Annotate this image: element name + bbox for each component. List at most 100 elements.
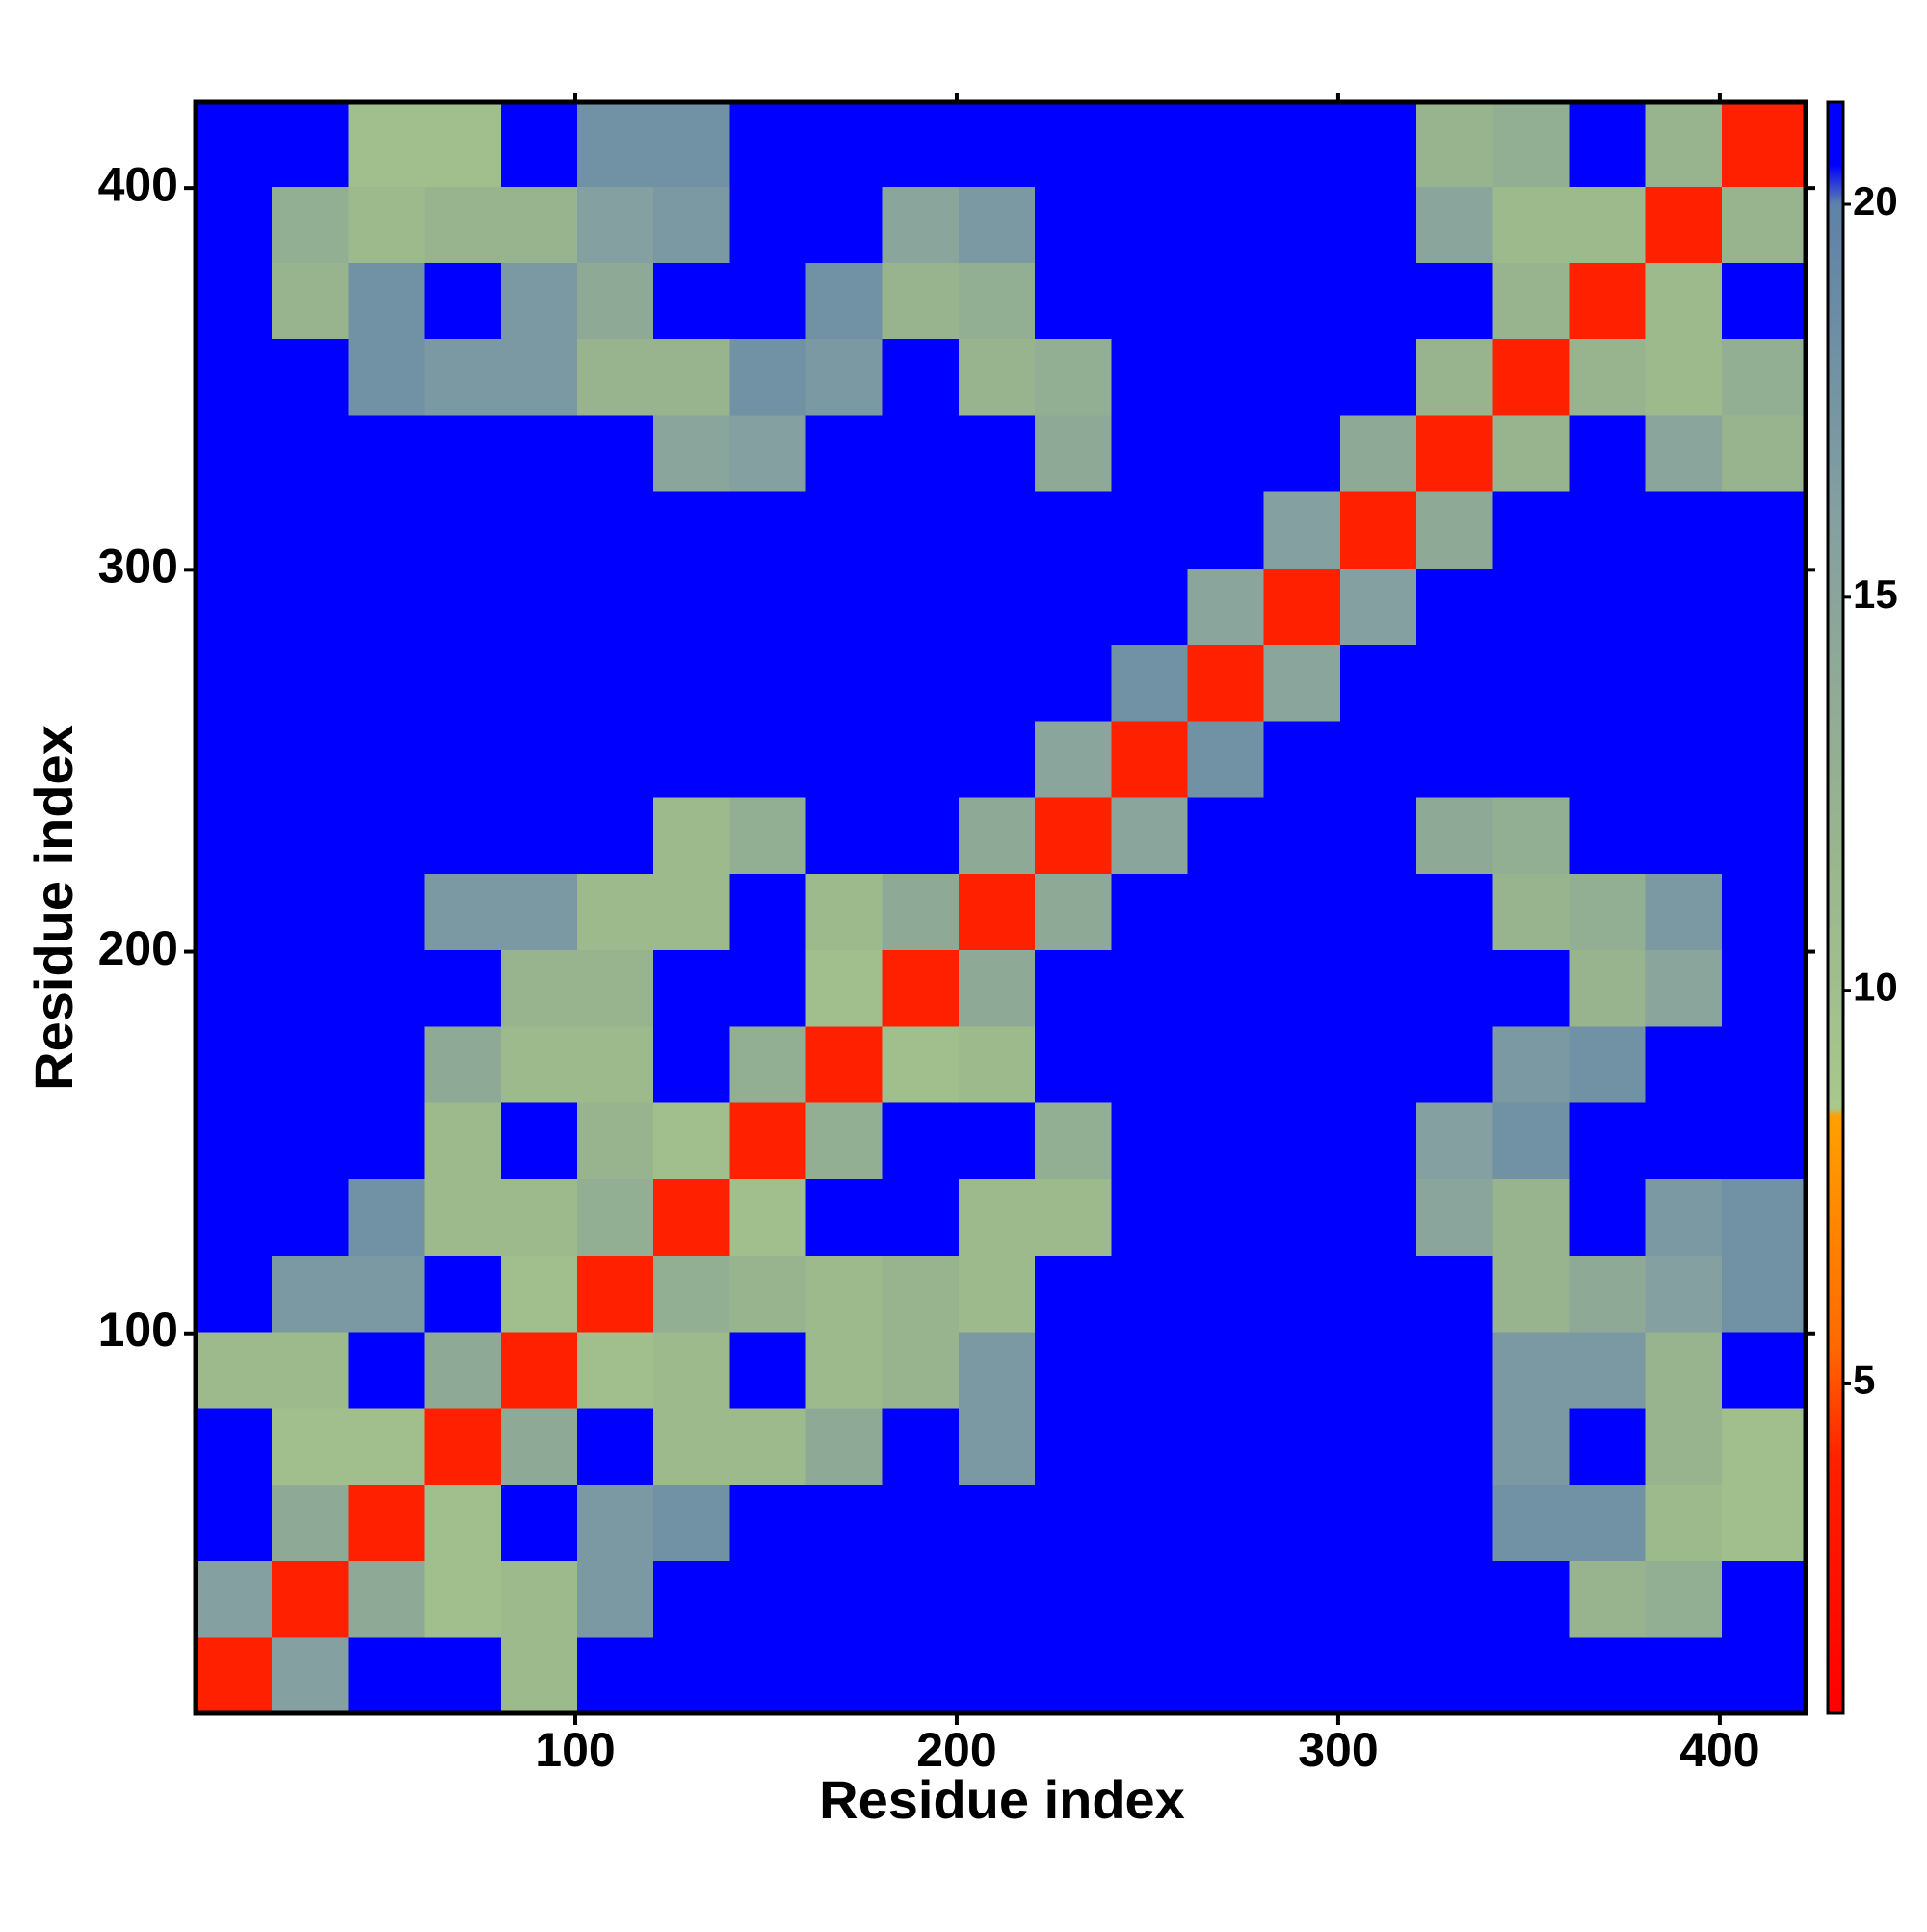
heatmap-cell xyxy=(1645,720,1723,798)
heatmap-cell xyxy=(348,1255,426,1333)
heatmap-cell xyxy=(1645,1560,1723,1638)
heatmap-cell xyxy=(1111,1255,1189,1333)
heatmap-cell xyxy=(1416,873,1493,951)
heatmap-cell xyxy=(1187,338,1265,416)
heatmap-cell xyxy=(805,338,884,416)
heatmap-cell xyxy=(272,873,349,951)
heatmap-cell xyxy=(653,1636,730,1714)
heatmap-cell xyxy=(424,1484,502,1562)
heatmap-cell xyxy=(1569,1255,1647,1333)
heatmap-cell xyxy=(882,1178,960,1257)
heatmap-cell xyxy=(500,949,578,1027)
heatmap-cell xyxy=(1721,1560,1807,1638)
heatmap-cell xyxy=(1263,186,1341,264)
heatmap-cell xyxy=(1339,1560,1417,1638)
heatmap-cell xyxy=(272,186,349,264)
heatmap-cell xyxy=(424,568,502,646)
heatmap-cell xyxy=(1492,1178,1571,1257)
heatmap-cell xyxy=(424,873,502,951)
heatmap-cell xyxy=(653,338,730,416)
heatmap-cell xyxy=(1339,102,1417,187)
heatmap-cell xyxy=(805,1484,884,1562)
heatmap-cell xyxy=(1492,186,1571,264)
heatmap-cell xyxy=(958,797,1036,874)
heatmap-cell xyxy=(729,1636,807,1714)
heatmap-cell xyxy=(1035,102,1112,187)
heatmap-cell xyxy=(272,1178,349,1257)
heatmap-cell xyxy=(348,1560,426,1638)
heatmap-cell xyxy=(882,414,960,492)
heatmap-cell xyxy=(1569,644,1647,722)
heatmap-cell xyxy=(1569,414,1647,492)
heatmap-cell xyxy=(1111,873,1189,951)
heatmap-cell xyxy=(1339,1484,1417,1562)
heatmap-cell xyxy=(1339,873,1417,951)
heatmap-cell xyxy=(424,186,502,264)
heatmap-cell xyxy=(958,1560,1036,1638)
heatmap-cell xyxy=(500,1560,578,1638)
heatmap-cell xyxy=(1721,1178,1807,1257)
heatmap-cell xyxy=(1111,568,1189,646)
heatmap-cell xyxy=(500,644,578,722)
heatmap-cell xyxy=(882,873,960,951)
heatmap-cell xyxy=(805,1408,884,1485)
heatmap-cell xyxy=(1492,720,1571,798)
heatmap-cell xyxy=(1339,1408,1417,1485)
heatmap-cell xyxy=(1339,720,1417,798)
heatmap-cell xyxy=(1416,186,1493,264)
heatmap-cell xyxy=(653,1178,730,1257)
heatmap-cell xyxy=(348,873,426,951)
heatmap-cell xyxy=(1187,262,1265,340)
heatmap-cell xyxy=(500,797,578,874)
heatmap-cell xyxy=(1492,491,1571,569)
heatmap-cell xyxy=(1416,568,1493,646)
heatmap-cell xyxy=(272,1560,349,1638)
heatmap-cell xyxy=(1339,338,1417,416)
heatmap-cell xyxy=(805,102,884,187)
heatmap-cell xyxy=(196,568,273,646)
y-tick-label: 300 xyxy=(98,540,178,594)
heatmap-cell xyxy=(1492,1636,1571,1714)
y-tick-label: 100 xyxy=(98,1303,178,1357)
heatmap-cell xyxy=(500,1178,578,1257)
heatmap-cell xyxy=(1492,873,1571,951)
heatmap-cell xyxy=(1111,262,1189,340)
heatmap-cell xyxy=(1339,568,1417,646)
heatmap-cell xyxy=(729,1025,807,1103)
heatmap-cell xyxy=(1645,568,1723,646)
heatmap-cell xyxy=(196,414,273,492)
heatmap-cell xyxy=(882,1636,960,1714)
heatmap-cell xyxy=(729,491,807,569)
heatmap-cell xyxy=(1111,186,1189,264)
y-tick-label: 200 xyxy=(98,921,178,975)
heatmap-cell xyxy=(1111,720,1189,798)
heatmap-cell xyxy=(729,720,807,798)
heatmap-cell xyxy=(348,720,426,798)
heatmap-cell xyxy=(729,1408,807,1485)
heatmap-cell xyxy=(196,1102,273,1179)
heatmap-cell xyxy=(1569,949,1647,1027)
heatmap-cell xyxy=(196,1178,273,1257)
heatmap-cell xyxy=(958,644,1036,722)
heatmap-cell xyxy=(348,1178,426,1257)
heatmap-cell xyxy=(882,338,960,416)
heatmap-cell xyxy=(805,873,884,951)
heatmap-cell xyxy=(1721,1484,1807,1562)
heatmap-cell xyxy=(1645,491,1723,569)
heatmap-cell xyxy=(1492,1484,1571,1562)
heatmap-cell xyxy=(1187,1408,1265,1485)
heatmap-cell xyxy=(500,186,578,264)
heatmap-cell xyxy=(1492,338,1571,416)
x-tick-label: 300 xyxy=(1298,1723,1378,1777)
heatmap-cell xyxy=(1416,644,1493,722)
heatmap-cell xyxy=(1569,1102,1647,1179)
heatmap-cell xyxy=(1263,102,1341,187)
heatmap-cell xyxy=(882,102,960,187)
heatmap-cell xyxy=(653,1408,730,1485)
heatmap-cell xyxy=(958,262,1036,340)
heatmap-cell xyxy=(196,1025,273,1103)
heatmap-cell xyxy=(272,568,349,646)
heatmap-cell xyxy=(729,338,807,416)
heatmap-cell xyxy=(576,949,654,1027)
